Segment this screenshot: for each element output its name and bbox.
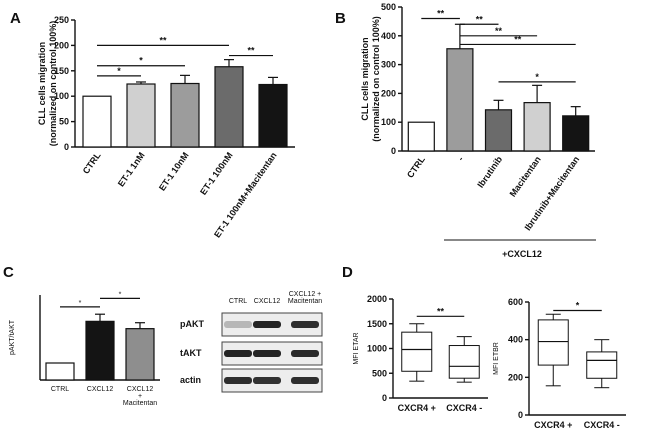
bar — [562, 115, 590, 152]
y-tick-label: 1000 — [367, 344, 387, 354]
y-axis-label: CLL cells migration(normalized on contro… — [37, 21, 58, 147]
box — [586, 351, 618, 379]
y-tick-label: 0 — [382, 393, 387, 403]
y-tick-label: 1500 — [367, 319, 387, 329]
panel-c-chart: pAKT/tAKT CTRL CXCL12 CXCL12 + Macitentan * * — [9, 291, 160, 407]
x-tick-label: CXCR4 + — [398, 403, 436, 413]
significance-marker: * — [79, 300, 82, 307]
significance-marker: ** — [159, 35, 167, 45]
x-tick-label: CXCL12 + Macitentan — [123, 386, 157, 407]
blot-row-label: pAKT — [180, 319, 204, 329]
y-tick-label: 500 — [372, 368, 387, 378]
panel-d-eta-boxplot: 0 500 1000 1500 2000 MFI ETAR CXCR4 + CXCR4 - ** — [353, 294, 488, 413]
panel-d-etb-boxplot: 0 200 400 600 MFI ETBR CXCR4 + CXCR4 - * — [493, 297, 626, 430]
box — [448, 345, 480, 379]
blot-row-label: tAKT — [180, 348, 202, 358]
significance-marker: * — [535, 72, 539, 82]
x-tick-label: CTRL — [51, 386, 69, 393]
y-axis-label: CLL cells migration(normalized on contro… — [360, 16, 381, 142]
y-axis-label: MFI ETBR — [493, 342, 500, 375]
panel-label-a: A — [10, 10, 21, 27]
blot-lane-label: CXCL12 + Macitentan — [288, 291, 322, 305]
blot-band — [253, 377, 281, 384]
x-tick-label: ET-1 1nM — [116, 150, 147, 188]
x-tick-label: ET-1 10nM — [157, 150, 191, 192]
blot-band — [224, 321, 252, 328]
x-tick-label: - — [456, 154, 466, 162]
significance-marker: * — [119, 291, 122, 298]
bar — [85, 320, 115, 381]
significance-marker: ** — [495, 26, 503, 36]
y-tick-label: 0 — [64, 142, 69, 152]
y-tick-label: 400 — [381, 31, 396, 41]
x-tick-label: CTRL — [81, 150, 103, 176]
y-axis-label: MFI ETAR — [353, 332, 360, 364]
significance-marker: ** — [437, 306, 445, 316]
significance-marker: ** — [437, 9, 445, 19]
y-tick-label: 100 — [381, 117, 396, 127]
y-tick-label: 500 — [381, 2, 396, 12]
y-tick-label: 400 — [508, 335, 523, 345]
panel-label-b: B — [335, 10, 346, 27]
y-tick-label: 300 — [381, 60, 396, 70]
significance-marker: * — [117, 66, 121, 76]
bar — [484, 109, 513, 152]
blot-row-label: actin — [180, 375, 201, 385]
y-tick-label: 50 — [59, 117, 69, 127]
blot-lane-label: CXCL12 — [254, 298, 281, 305]
bar — [125, 328, 155, 381]
box — [537, 319, 569, 366]
y-tick-label: 200 — [54, 40, 69, 50]
bar — [170, 82, 200, 148]
y-tick-label: 200 — [381, 88, 396, 98]
bar — [214, 66, 244, 148]
y-tick-label: 2000 — [367, 294, 387, 304]
significance-marker: * — [139, 56, 143, 66]
x-tick-label: CXCR4 + — [534, 420, 572, 430]
blot-band — [253, 321, 281, 328]
significance-marker: * — [576, 300, 580, 310]
blot-band — [253, 350, 281, 357]
bar — [45, 362, 75, 381]
bar — [407, 121, 435, 152]
blot-band — [224, 377, 252, 384]
group-label: +CXCL12 — [502, 249, 542, 259]
bar — [258, 83, 288, 148]
panel-label-c: C — [3, 264, 14, 281]
y-tick-label: 100 — [54, 91, 69, 101]
x-tick-label: CXCR4 - — [446, 403, 482, 413]
blot-band — [291, 377, 319, 384]
x-tick-label: Ibrutinib — [475, 154, 504, 190]
y-tick-label: 0 — [391, 146, 396, 156]
y-tick-label: 150 — [54, 66, 69, 76]
x-tick-label: CXCL12 — [87, 386, 114, 393]
y-tick-label: 0 — [518, 410, 523, 420]
panel-label-d: D — [342, 264, 353, 281]
x-tick-label: Macitentan — [508, 154, 543, 198]
bar — [82, 95, 112, 148]
x-tick-label: CXCR4 - — [584, 420, 620, 430]
blot-lane-label: CTRL — [229, 298, 247, 305]
bar — [446, 48, 474, 152]
significance-marker: ** — [247, 46, 255, 56]
box — [401, 331, 433, 372]
bar — [523, 102, 551, 152]
western-blot: CTRL CXCL12 CXCL12 + Macitentan pAKT tAKT acti… — [180, 291, 323, 393]
significance-marker: ** — [476, 14, 484, 24]
y-tick-label: 250 — [54, 15, 69, 25]
y-tick-label: 600 — [508, 297, 523, 307]
blot-band — [291, 350, 319, 357]
x-tick-label: ET-1 100nM — [198, 150, 235, 196]
y-tick-label: 200 — [508, 372, 523, 382]
significance-marker: ** — [514, 34, 522, 44]
bar — [126, 83, 156, 148]
blot-band — [291, 321, 319, 328]
x-tick-label: CTRL — [405, 154, 427, 180]
blot-band — [224, 350, 252, 357]
y-axis-label: pAKT/tAKT — [9, 319, 16, 355]
